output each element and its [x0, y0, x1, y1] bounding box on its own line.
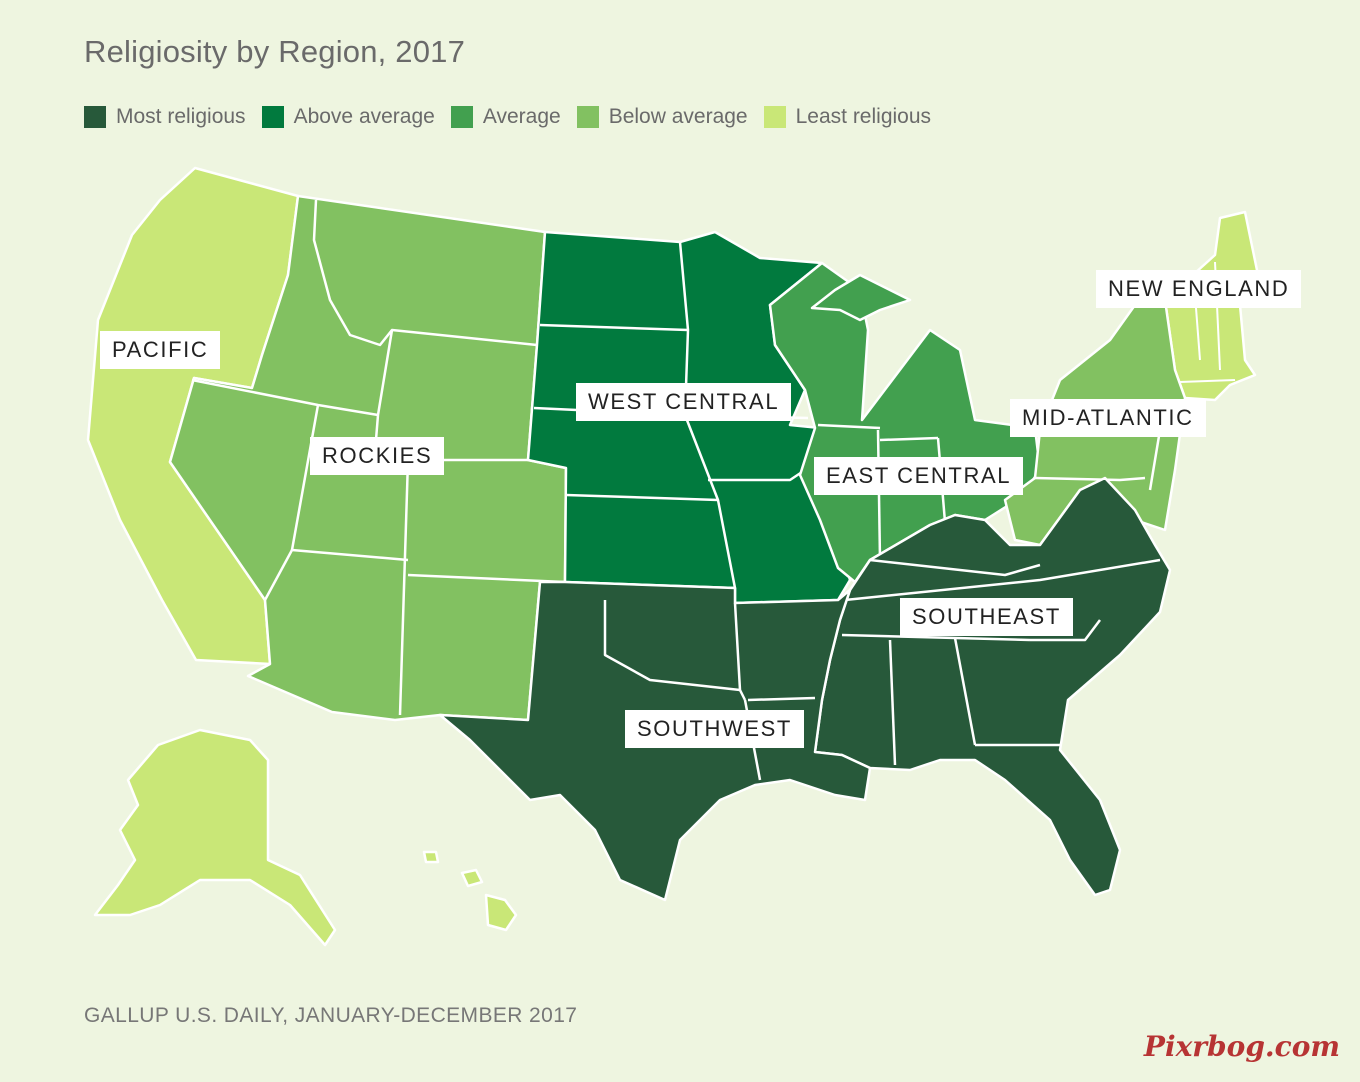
- watermark: Pixrbog.com: [1143, 1030, 1340, 1063]
- legend-swatch: [261, 106, 284, 128]
- legend-item-average: Average: [450, 105, 561, 129]
- source-note: GALLUP U.S. DAILY, JANUARY-DECEMBER 2017: [84, 1004, 578, 1027]
- legend-swatch: [763, 106, 786, 128]
- hawaii-big-island: [484, 893, 518, 932]
- region-label-southwest: SOUTHWEST: [625, 710, 804, 748]
- legend-label: Average: [482, 105, 561, 128]
- hawaii-maui: [460, 868, 484, 888]
- legend-swatch: [576, 106, 599, 128]
- michigan-upper: [810, 273, 912, 322]
- legend-item-below-average: Below average: [576, 105, 748, 129]
- region-label-new-england: NEW ENGLAND: [1096, 270, 1302, 308]
- legend: Most religious Above average Average Bel…: [84, 104, 947, 130]
- legend-swatch: [450, 106, 473, 128]
- region-label-east-central: EAST CENTRAL: [814, 457, 1024, 495]
- region-label-west-central: WEST CENTRAL: [576, 383, 792, 421]
- legend-label: Least religious: [795, 105, 932, 128]
- legend-label: Below average: [608, 105, 748, 128]
- legend-label: Most religious: [116, 105, 246, 128]
- region-label-rockies: ROCKIES: [310, 437, 445, 475]
- region-label-pacific: PACIFIC: [100, 331, 221, 369]
- legend-swatch: [84, 106, 106, 128]
- legend-item-most-religious: Most religious: [84, 105, 246, 129]
- region-label-mid-atlantic: MID-ATLANTIC: [1010, 399, 1206, 437]
- map-title: Religiosity by Region, 2017: [84, 34, 466, 69]
- legend-item-least-religious: Least religious: [763, 105, 932, 129]
- legend-item-above-average: Above average: [261, 105, 435, 129]
- region-label-southeast: SOUTHEAST: [900, 598, 1073, 636]
- hawaii-oahu: [422, 850, 440, 864]
- alaska-state: [93, 728, 337, 947]
- legend-label: Above average: [293, 105, 435, 128]
